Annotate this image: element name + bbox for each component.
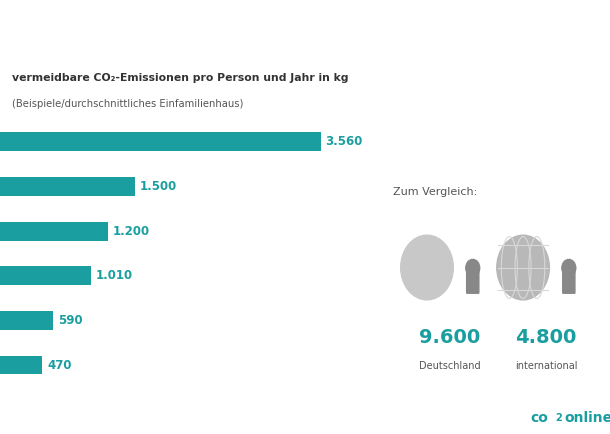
Text: 4.800: 4.800 (515, 329, 576, 347)
Text: Ⓒ Ⓒ Ⓒ Ⓒ   Stand 09/2019  |  Daten und Grafik: www.co2online.de: Ⓒ Ⓒ Ⓒ Ⓒ Stand 09/2019 | Daten und Grafik… (11, 414, 264, 423)
Text: Wie Verbraucher am meisten CO₂ vermeiden können: Wie Verbraucher am meisten CO₂ vermeiden… (6, 22, 604, 41)
Circle shape (401, 235, 453, 300)
Polygon shape (427, 403, 610, 434)
Text: 1.200: 1.200 (113, 225, 150, 238)
Bar (0, 356, 42, 375)
Text: vermeidbare CO₂-Emissionen pro Person und Jahr in kg: vermeidbare CO₂-Emissionen pro Person un… (12, 73, 349, 83)
Bar (0, 311, 53, 330)
Text: Deutschland: Deutschland (419, 361, 481, 371)
Text: 2: 2 (555, 413, 562, 424)
Text: online: online (564, 411, 610, 425)
Circle shape (497, 235, 550, 300)
Text: Zum Vergleich:: Zum Vergleich: (393, 187, 477, 197)
Circle shape (466, 260, 479, 276)
Bar (0, 222, 108, 240)
Text: 1.500: 1.500 (140, 180, 178, 193)
FancyBboxPatch shape (466, 269, 479, 294)
Text: (Beispiele/durchschnittliches Einfamilienhaus): (Beispiele/durchschnittliches Einfamilie… (12, 99, 243, 109)
Circle shape (562, 260, 576, 276)
Bar (0, 177, 135, 196)
Text: 3.560: 3.560 (326, 135, 363, 148)
Text: 590: 590 (58, 314, 83, 327)
Text: 9.600: 9.600 (419, 329, 481, 347)
FancyBboxPatch shape (562, 269, 576, 294)
Bar (0, 266, 91, 285)
Text: international: international (515, 361, 577, 371)
Text: 470: 470 (48, 358, 72, 372)
Text: co: co (531, 411, 548, 425)
Text: 1.010: 1.010 (96, 269, 133, 282)
Bar (0, 132, 321, 151)
